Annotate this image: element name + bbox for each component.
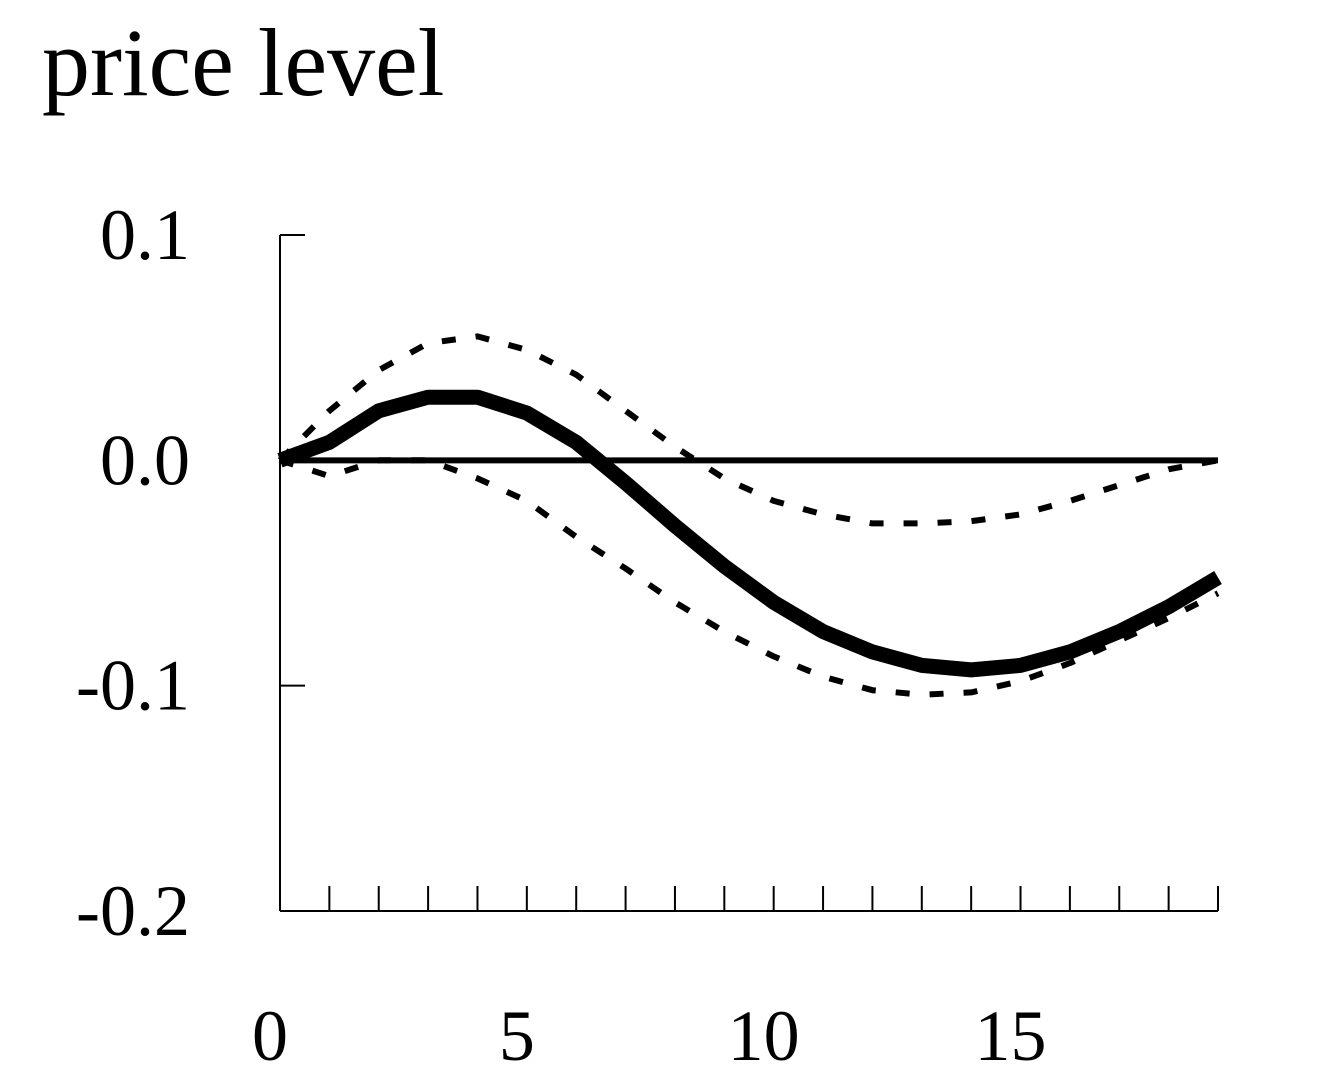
x-tick-label: 15 [975,996,1047,1076]
x-tick-label: 0 [252,996,288,1076]
y-tick-label: -0.2 [76,871,190,951]
y-tick-label: -0.1 [76,646,190,726]
series-lower-band [279,457,1220,698]
x-tick-labels: 0 5 10 15 [252,996,1047,1076]
x-axis-ticks [279,886,1219,911]
y-axis-ticks [280,234,305,912]
series-upper-band [277,333,1219,527]
x-tick-label: 10 [728,996,800,1076]
x-tick-label: 5 [499,996,535,1076]
y-tick-label: 0.1 [100,195,190,275]
series-group [277,333,1222,698]
series-point-estimate [277,389,1222,678]
y-tick-label: 0.0 [100,420,190,500]
chart-title: price level [42,9,444,116]
y-tick-labels: 0.1 0.0 -0.1 -0.2 [76,195,190,951]
